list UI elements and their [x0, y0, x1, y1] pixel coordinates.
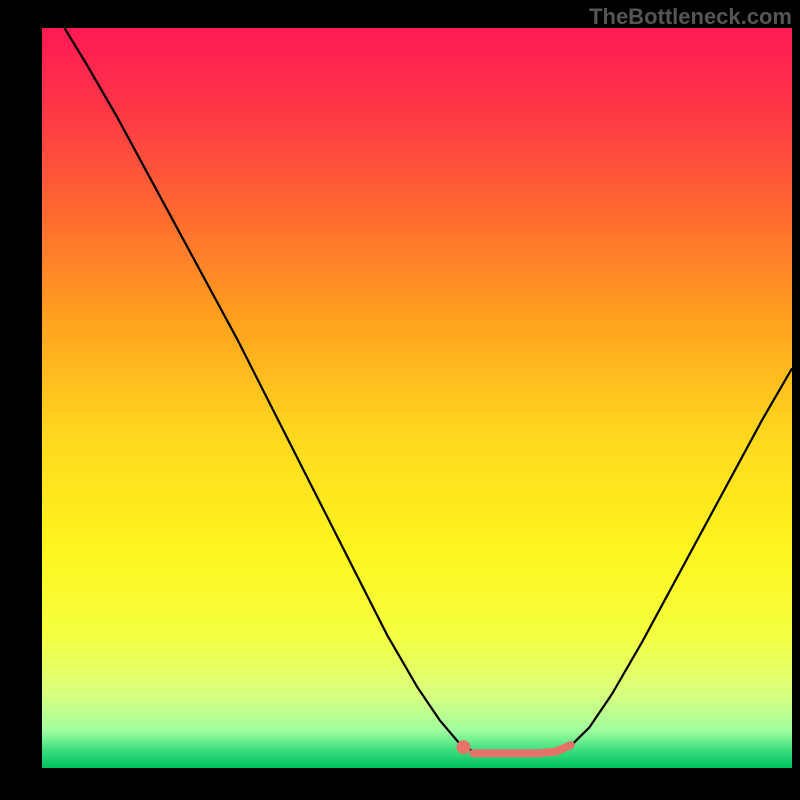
optimal-point-marker [457, 740, 471, 754]
v-curve-line [65, 28, 793, 753]
watermark-text: TheBottleneck.com [589, 4, 792, 30]
performance-curve [42, 28, 792, 768]
plot-area [42, 28, 792, 768]
optimal-range-marker [473, 745, 571, 753]
